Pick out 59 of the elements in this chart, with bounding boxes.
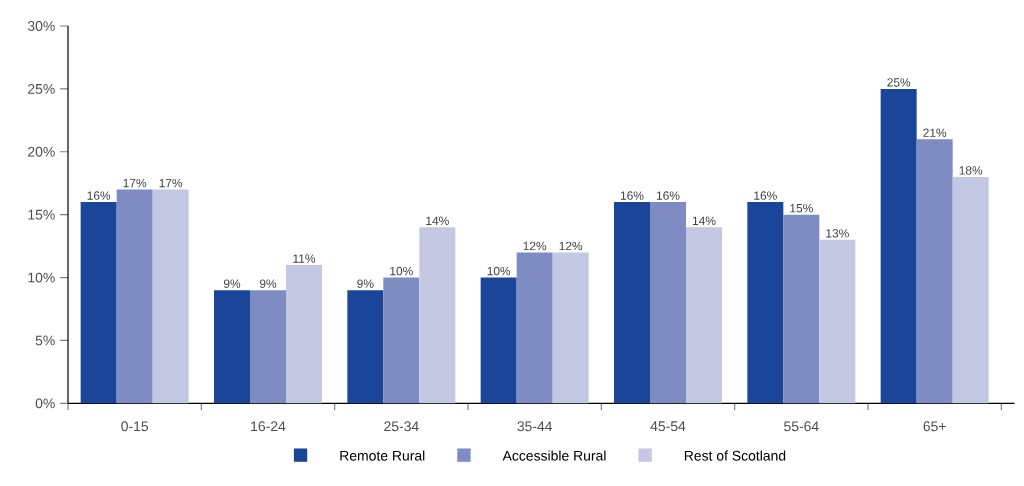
bar bbox=[250, 290, 286, 404]
bar bbox=[214, 290, 250, 404]
bar bbox=[419, 227, 456, 404]
y-tick-label: 20% bbox=[28, 146, 55, 157]
data-label: 21% bbox=[923, 128, 947, 137]
data-label: 17% bbox=[159, 178, 183, 188]
data-label: 10% bbox=[487, 266, 511, 276]
bar bbox=[916, 139, 953, 404]
data-label: 11% bbox=[293, 254, 316, 263]
bar bbox=[347, 290, 384, 404]
bar bbox=[819, 239, 856, 404]
bar bbox=[880, 88, 917, 404]
data-label: 14% bbox=[692, 216, 716, 225]
data-label: 16% bbox=[754, 191, 777, 200]
bar bbox=[783, 214, 820, 404]
data-label: 10% bbox=[390, 266, 413, 276]
legend-label: Accessible Rural bbox=[502, 450, 606, 461]
data-label: 16% bbox=[656, 191, 680, 200]
bar bbox=[516, 252, 553, 404]
x-tick-label: 25-34 bbox=[384, 421, 419, 432]
data-label: 18% bbox=[959, 166, 983, 175]
bar bbox=[614, 202, 650, 404]
y-tick-label: 5% bbox=[35, 335, 55, 346]
bar bbox=[480, 277, 517, 404]
legend-label: Rest of Scotland bbox=[684, 450, 786, 461]
data-label: 9% bbox=[223, 279, 241, 288]
data-label: 16% bbox=[87, 191, 111, 200]
x-tick-label: 0-15 bbox=[121, 421, 149, 432]
bar bbox=[152, 189, 189, 404]
y-tick-label: 30% bbox=[27, 21, 55, 31]
data-label: 9% bbox=[259, 279, 277, 288]
bar bbox=[383, 277, 420, 404]
data-label: 16% bbox=[620, 191, 644, 200]
bar bbox=[952, 176, 989, 404]
data-label: 17% bbox=[123, 178, 147, 188]
bar bbox=[116, 189, 153, 404]
y-tick-label: 0% bbox=[35, 398, 55, 409]
data-label: 15% bbox=[790, 204, 813, 213]
x-tick-label: 65+ bbox=[923, 421, 946, 432]
bar bbox=[686, 227, 722, 404]
data-label: 25% bbox=[887, 78, 911, 87]
data-label: 12% bbox=[523, 241, 547, 251]
x-tick-label: 55-64 bbox=[784, 421, 819, 432]
bar bbox=[80, 202, 117, 404]
bar bbox=[650, 202, 686, 404]
y-tick-label: 15% bbox=[28, 209, 55, 220]
y-tick-label: 10% bbox=[28, 272, 55, 283]
data-label: 14% bbox=[426, 216, 449, 225]
bar bbox=[286, 264, 322, 404]
data-label: 12% bbox=[559, 241, 583, 251]
legend-label: Remote Rural bbox=[340, 450, 425, 461]
y-tick-label: 25% bbox=[28, 83, 55, 94]
data-label: 13% bbox=[826, 229, 849, 238]
data-label: 9% bbox=[357, 279, 374, 288]
x-tick-label: 45-54 bbox=[650, 421, 686, 432]
x-tick-label: 16-24 bbox=[251, 421, 286, 432]
bar bbox=[552, 252, 589, 404]
bar bbox=[747, 202, 784, 404]
x-tick-label: 35-44 bbox=[517, 421, 553, 432]
